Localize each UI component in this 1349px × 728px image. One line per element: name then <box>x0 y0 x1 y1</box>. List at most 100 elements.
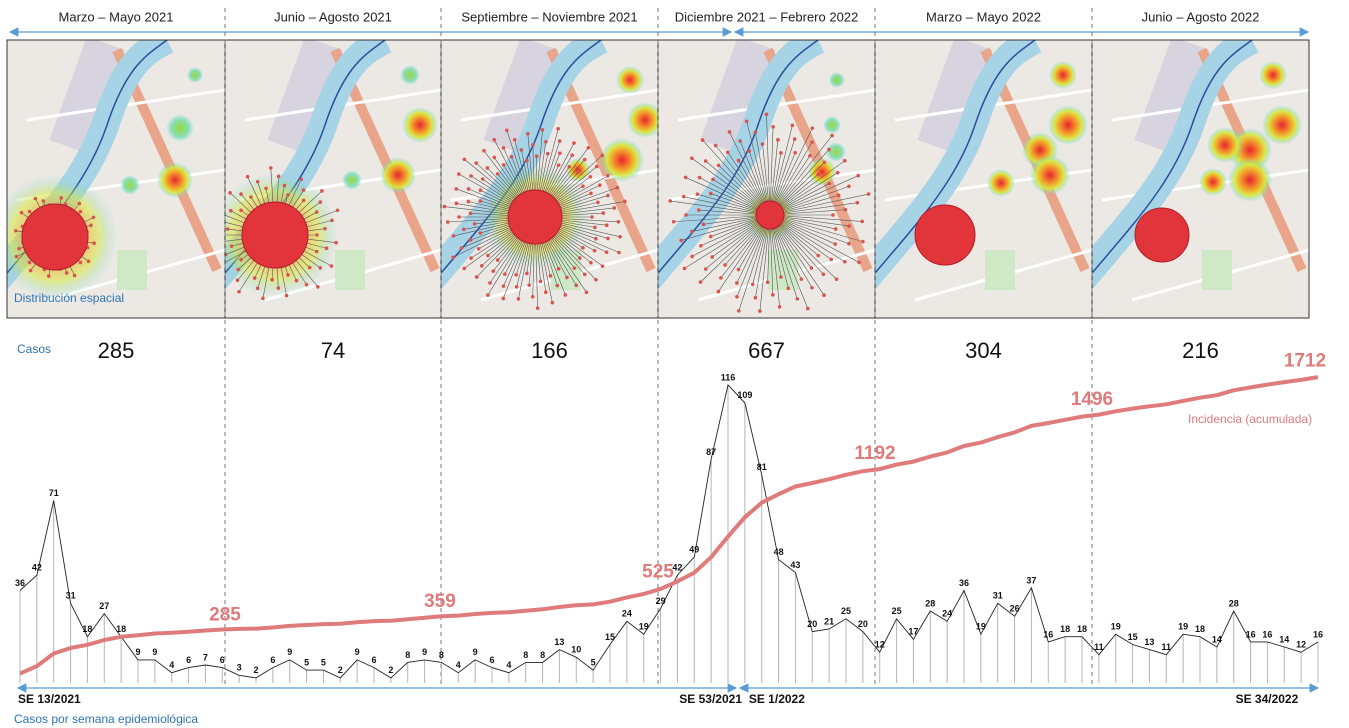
map-ray-dot <box>745 119 749 123</box>
map-ray-dot <box>462 267 466 271</box>
map-ray-dot <box>679 239 683 243</box>
value-label: 9 <box>473 647 478 657</box>
map-ray-dot <box>771 293 775 297</box>
x-tick-label: SE 13/2021 <box>18 692 81 706</box>
map-ray-dot <box>717 290 721 294</box>
map-ray-dot <box>305 283 309 287</box>
map-ray-dot <box>488 281 492 285</box>
map-ray-dot <box>460 246 464 250</box>
map-ray-dot <box>702 223 706 227</box>
value-label: 16 <box>1246 629 1256 639</box>
value-label: 19 <box>639 622 649 632</box>
value-label: 42 <box>672 562 682 572</box>
map-ray-dot <box>583 158 587 162</box>
map-ray-dot <box>480 264 484 268</box>
map-ray-dot <box>544 140 548 144</box>
map-ray-dot <box>831 213 835 217</box>
value-label: 20 <box>807 619 817 629</box>
value-label: 5 <box>304 658 309 668</box>
heat-spot <box>120 175 140 195</box>
map-ray-dot <box>455 202 459 206</box>
heat-spot <box>1199 168 1227 196</box>
cluster <box>508 190 562 244</box>
map-ray-dot <box>308 266 312 270</box>
map-ray-dot <box>78 202 82 206</box>
map-ray-dot <box>246 175 250 179</box>
map-ray-dot <box>479 231 483 235</box>
map-ray-dot <box>236 279 240 283</box>
map-ray-dot <box>486 166 490 170</box>
map-ray-dot <box>810 140 814 144</box>
cumulative-label: 1496 <box>1071 389 1113 410</box>
map-ray-dot <box>474 161 478 165</box>
map-ray-dot <box>843 159 847 163</box>
map-ray-dot <box>717 164 721 168</box>
value-label: 9 <box>355 647 360 657</box>
value-label: 37 <box>1026 575 1036 585</box>
value-label: 11 <box>1094 642 1104 652</box>
map-ray-dot <box>230 244 234 248</box>
map-ray-dot <box>587 146 591 150</box>
map-ray-dot <box>557 267 561 271</box>
map-ray-dot <box>539 280 543 284</box>
map-content <box>1082 36 1309 318</box>
map-ray-dot <box>683 267 687 271</box>
value-label: 18 <box>1060 624 1070 634</box>
heat-spot <box>1207 127 1243 163</box>
map-ray-dot <box>457 215 461 219</box>
value-label: 17 <box>908 627 918 637</box>
cluster <box>1135 208 1189 262</box>
map-ray-dot <box>806 307 810 311</box>
map-ray-dot <box>581 184 585 188</box>
infographic: Distribución espacial Casos Incidencia (… <box>0 0 1349 728</box>
map-ray-dot <box>861 240 865 244</box>
map-ray-dot <box>302 188 306 192</box>
map-park <box>117 250 147 290</box>
map-ray-dot <box>28 210 32 214</box>
map-ray-dot <box>606 194 610 198</box>
map-ray-dot <box>598 183 602 187</box>
map-ray-dot <box>92 216 96 220</box>
map-ray-dot <box>463 157 467 161</box>
map-ray-dot <box>589 192 593 196</box>
period-label: Junio – Agosto 2021 <box>274 9 392 24</box>
value-label: 42 <box>32 562 42 572</box>
x-axis-label: Casos por semana epidemiológica <box>14 712 198 726</box>
map-ray-dot <box>491 269 495 273</box>
map-ray-dot <box>527 283 531 287</box>
cases-label: Casos <box>17 342 51 356</box>
map-ray-dot <box>578 256 582 260</box>
cumulative-label: 359 <box>424 591 456 612</box>
value-label: 2 <box>253 665 258 675</box>
map-ray-dot <box>486 293 490 297</box>
map-ray-dot <box>761 142 765 146</box>
map-ray-dot <box>65 271 69 275</box>
map-ray-dot <box>578 169 582 173</box>
map-ray-dot <box>319 266 323 270</box>
map-ray-dot <box>92 241 96 245</box>
value-label: 36 <box>15 578 25 588</box>
map-ray-dot <box>857 261 861 265</box>
map-ray-dot <box>704 267 708 271</box>
map-ray-dot <box>299 177 303 181</box>
value-label: 49 <box>689 544 699 554</box>
map-ray-dot <box>261 296 265 300</box>
map-ray-dot <box>581 246 585 250</box>
map-ray-dot <box>446 220 450 224</box>
heat-spot <box>1259 61 1287 89</box>
map-ray-dot <box>836 171 840 175</box>
map-ray-dot <box>226 227 230 231</box>
map-ray-dot <box>443 205 447 209</box>
map-park <box>985 250 1015 290</box>
maps-label: Distribución espacial <box>14 291 124 305</box>
heat-spot <box>166 114 194 142</box>
value-label: 2 <box>388 665 393 675</box>
map-ray-dot <box>14 229 18 233</box>
map-ray-dot <box>469 256 473 260</box>
cumulative-label: 1192 <box>854 443 895 464</box>
x-tick-label: SE 1/2022 <box>749 692 805 706</box>
map-ray-dot <box>467 187 471 191</box>
map-ray-dot <box>568 165 572 169</box>
maps <box>0 36 1309 318</box>
map-ray-dot <box>709 192 713 196</box>
